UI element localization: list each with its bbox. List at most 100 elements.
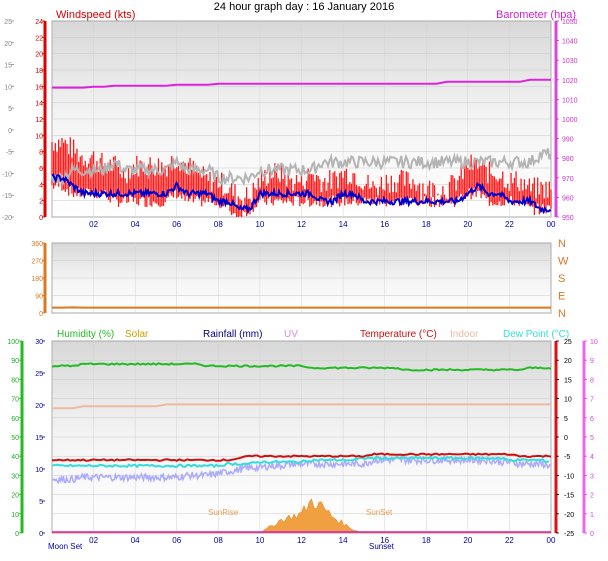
- x-tick-label: 20: [463, 536, 472, 545]
- temperature-axis-tick-label: 25: [564, 339, 572, 346]
- x-tick-label: 00: [547, 220, 556, 229]
- windspeed-axis-tick-label: 14: [35, 101, 43, 108]
- barometer-axis-tick-label: 970: [562, 176, 574, 183]
- windspeed-axis-tick-label: 2: [39, 199, 43, 206]
- wind-avg-line: [51, 173, 552, 215]
- wind-outer-axis-tick-label: -5: [6, 150, 12, 157]
- x-tick-label: 12: [297, 220, 306, 229]
- uv-axis-tick-label: 2: [590, 493, 594, 500]
- direction-axis-tick-label: 0: [39, 311, 43, 318]
- windspeed-axis-tick-label: 18: [35, 68, 43, 75]
- barometer-axis-tick-label: 980: [562, 156, 574, 163]
- page-title: 24 hour graph day : 16 January 2016: [213, 1, 395, 13]
- x-tick-label: 06: [172, 536, 181, 545]
- x-tick-label: 04: [131, 536, 140, 545]
- temperature-axis-tick-label: 20: [564, 358, 572, 365]
- humidity-axis-tick-label: 20: [11, 493, 19, 500]
- x-tick-label: 06: [172, 220, 181, 229]
- x-tick-label: 16: [380, 536, 389, 545]
- wind-outer-axis-tick-label: 5: [8, 106, 12, 113]
- uv-axis-tick-label: 9: [590, 358, 594, 365]
- x-tick-label: 14: [339, 536, 348, 545]
- temperature-axis-tick-label: 15: [564, 377, 572, 384]
- rain-axis-tick-label: 25: [35, 371, 43, 378]
- temperature-axis-tick-label: -20: [564, 512, 574, 519]
- uv-axis-tick-label: 3: [590, 473, 594, 480]
- temperature-axis-tick-label: 0: [564, 435, 568, 442]
- wind-grey-line: [51, 148, 552, 187]
- moon-set-label: Moon Set: [48, 542, 83, 551]
- extra-line: [51, 454, 551, 485]
- windspeed-axis-tick-label: 20: [35, 52, 43, 59]
- uv-axis-tick-label: 7: [590, 397, 594, 404]
- x-tick-label: 12: [297, 536, 306, 545]
- windspeed-axis-tick-label: 16: [35, 84, 43, 91]
- x-tick-label: 16: [380, 220, 389, 229]
- x-tick-label: 02: [89, 536, 98, 545]
- wind-outer-axis-tick-label: -15: [2, 193, 12, 200]
- compass-label: S: [558, 273, 565, 285]
- humidity-axis-tick-label: 50: [11, 435, 19, 442]
- direction-axis-tick-label: 360: [31, 241, 43, 248]
- x-tick-label: 08: [214, 220, 223, 229]
- barometer-axis-tick-label: 1040: [562, 39, 578, 46]
- windspeed-legend: Windspeed (kts): [56, 9, 135, 21]
- temperature-axis-tick-label: 10: [564, 397, 572, 404]
- climate-legend-item: Solar: [125, 329, 149, 340]
- wind-outer-axis-tick-label: 0: [8, 128, 12, 135]
- x-tick-label: 22: [505, 220, 514, 229]
- wind-outer-axis-tick-label: -20: [2, 215, 12, 222]
- wind-outer-axis-tick-label: -10: [2, 171, 12, 178]
- barometer-legend: Barometer (hpa): [496, 9, 576, 21]
- climate-legend-item: Dew Point (°C): [503, 329, 569, 340]
- x-tick-label: 18: [422, 220, 431, 229]
- humidity-axis-tick-label: 90: [11, 358, 19, 365]
- barometer-axis-tick-label: 950: [562, 215, 574, 222]
- temperature-axis-tick-label: -15: [564, 493, 574, 500]
- temperature-axis-tick-label: -25: [564, 531, 574, 538]
- compass-label: E: [558, 291, 565, 303]
- humidity-line: [51, 362, 552, 372]
- barometer-line: [52, 78, 551, 89]
- direction-axis-tick-label: 180: [31, 276, 43, 283]
- dewpoint-line: [51, 455, 549, 469]
- uv-axis-tick-label: 0: [590, 531, 594, 538]
- wind-outer-axis-tick-label: 15: [4, 63, 12, 70]
- x-tick-label: 20: [463, 220, 472, 229]
- humidity-axis-tick-label: 100: [7, 339, 19, 346]
- rain-axis-tick-label: 30: [35, 339, 43, 346]
- x-tick-label: 04: [131, 220, 140, 229]
- sunset-axis-label: Sunset: [369, 542, 395, 551]
- temperature-axis-tick-label: 5: [564, 416, 568, 423]
- climate-legend-item: Indoor: [450, 329, 479, 340]
- uv-axis-tick-label: 8: [590, 377, 594, 384]
- rain-axis-tick-label: 10: [35, 467, 43, 474]
- x-tick-label: 22: [505, 536, 514, 545]
- barometer-axis-tick-label: 1050: [562, 19, 578, 26]
- barometer-axis-tick-label: 1010: [562, 97, 578, 104]
- rain-axis-tick-label: 0: [39, 531, 43, 538]
- x-tick-label: 10: [255, 220, 264, 229]
- barometer-axis-tick-label: 1030: [562, 58, 578, 65]
- windspeed-axis-tick-label: 8: [39, 150, 43, 157]
- wind-outer-axis-tick-label: 10: [4, 84, 12, 91]
- windspeed-axis-tick-label: 10: [35, 133, 43, 140]
- climate-legend-item: Humidity (%): [57, 329, 114, 340]
- windspeed-axis-tick-label: 0: [39, 215, 43, 222]
- windspeed-axis-tick-label: 22: [35, 35, 43, 42]
- temperature-axis-tick-label: -10: [564, 473, 574, 480]
- climate-legend-item: Rainfall (mm): [203, 329, 262, 340]
- indoor-line: [52, 403, 551, 410]
- uv-axis-tick-label: 6: [590, 416, 594, 423]
- x-tick-label: 10: [255, 536, 264, 545]
- barometer-axis-tick-label: 990: [562, 137, 574, 144]
- humidity-axis-tick-label: 40: [11, 454, 19, 461]
- temperature-line: [51, 452, 552, 462]
- direction-axis-tick-label: 270: [31, 259, 43, 266]
- compass-label: N: [558, 308, 566, 320]
- x-tick-label: 02: [89, 220, 98, 229]
- humidity-axis-tick-label: 30: [11, 473, 19, 480]
- humidity-axis-tick-label: 0: [15, 531, 19, 538]
- uv-axis-tick-label: 1: [590, 512, 594, 519]
